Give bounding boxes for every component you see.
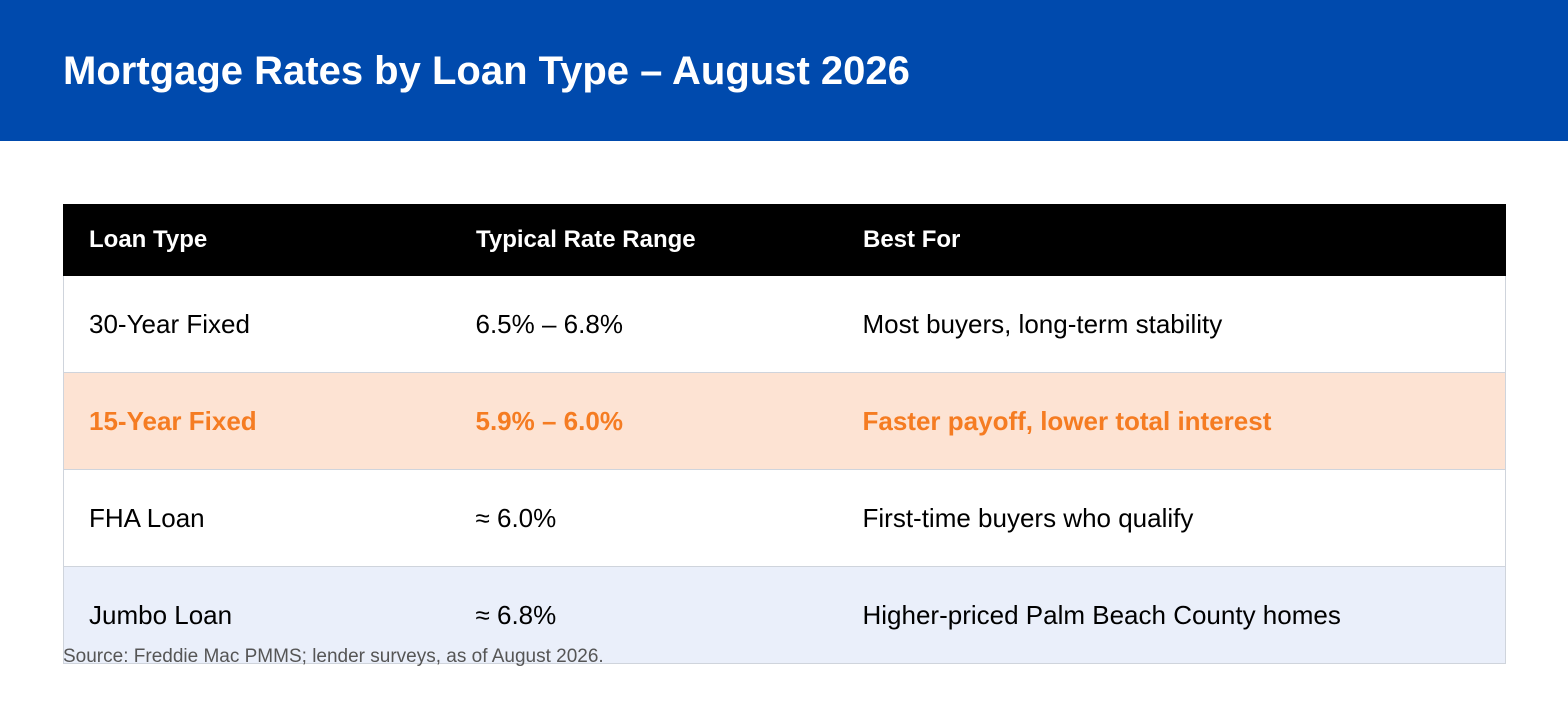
cell-rate-range: 6.5% – 6.8% xyxy=(450,275,838,373)
cell-loan-type: 15-Year Fixed xyxy=(63,372,451,470)
column-header-loan-type: Loan Type xyxy=(63,204,451,276)
cell-best-for: Faster payoff, lower total interest xyxy=(837,372,1506,470)
column-header-rate-range: Typical Rate Range xyxy=(450,204,838,276)
table-row-highlighted: 15-Year Fixed 5.9% – 6.0% Faster payoff,… xyxy=(63,372,1506,470)
source-note: Source: Freddie Mac PMMS; lender surveys… xyxy=(63,646,604,667)
table-row: Jumbo Loan ≈ 6.8% Higher-priced Palm Bea… xyxy=(63,566,1506,664)
cell-best-for: Most buyers, long-term stability xyxy=(837,275,1506,373)
cell-loan-type: Jumbo Loan xyxy=(63,566,451,664)
table-row: 30-Year Fixed 6.5% – 6.8% Most buyers, l… xyxy=(63,275,1506,373)
cell-rate-range: ≈ 6.0% xyxy=(450,469,838,567)
rates-table-container: Loan Type Typical Rate Range Best For 30… xyxy=(63,204,1506,664)
table-header-row: Loan Type Typical Rate Range Best For xyxy=(63,204,1506,276)
cell-best-for: Higher-priced Palm Beach County homes xyxy=(837,566,1506,664)
page-header: Mortgage Rates by Loan Type – August 202… xyxy=(0,0,1568,141)
cell-loan-type: FHA Loan xyxy=(63,469,451,567)
cell-rate-range: 5.9% – 6.0% xyxy=(450,372,838,470)
cell-rate-range: ≈ 6.8% xyxy=(450,566,838,664)
table-row: FHA Loan ≈ 6.0% First-time buyers who qu… xyxy=(63,469,1506,567)
page-title: Mortgage Rates by Loan Type – August 202… xyxy=(63,49,910,93)
cell-loan-type: 30-Year Fixed xyxy=(63,275,451,373)
cell-best-for: First-time buyers who qualify xyxy=(837,469,1506,567)
mortgage-rates-table: Loan Type Typical Rate Range Best For 30… xyxy=(63,204,1506,664)
column-header-best-for: Best For xyxy=(837,204,1506,276)
